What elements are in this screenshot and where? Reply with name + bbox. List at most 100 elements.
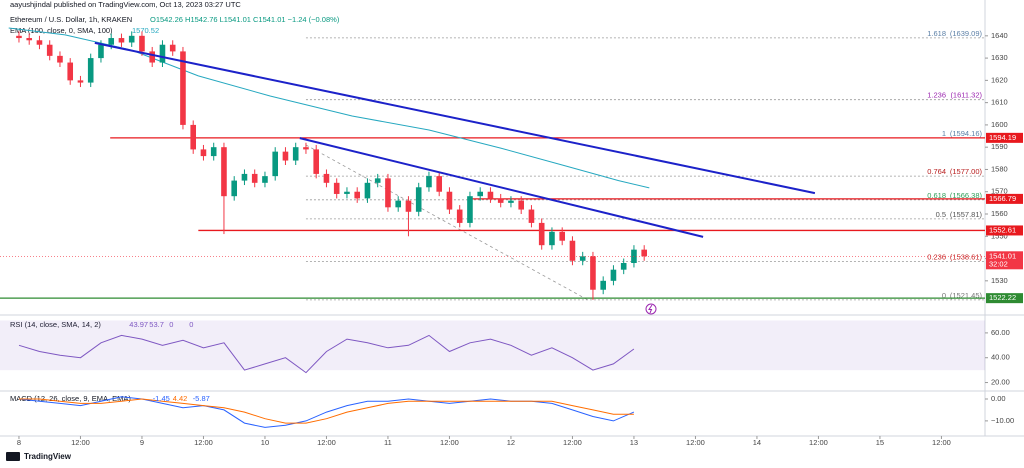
fib-price: (1577.00) xyxy=(950,167,983,176)
candle-body xyxy=(159,44,166,63)
event-icon-bolt xyxy=(648,304,653,314)
candle-body xyxy=(272,151,279,177)
candle-body xyxy=(395,200,402,208)
indicator-readout: 53.7 xyxy=(149,320,164,329)
indicator-readout: 0 xyxy=(169,320,173,329)
candle-body xyxy=(323,173,330,183)
event-icon[interactable] xyxy=(645,303,657,315)
level-badge-label: 1566.79 xyxy=(989,194,1016,203)
x-tick-label: 11 xyxy=(384,438,392,447)
fib-ratio: 0.764 xyxy=(927,167,946,176)
candle-body xyxy=(108,38,115,45)
ema-legend: EMA (100, close, 0, SMA, 100) xyxy=(10,26,113,35)
fib-price: (1639.09) xyxy=(950,29,983,38)
y-tick-label: 1580 xyxy=(991,164,1008,173)
y-tick-label: 40.00 xyxy=(991,353,1010,362)
indicator-line xyxy=(19,398,634,424)
candle-body xyxy=(303,147,309,150)
indicator-readout: 0 xyxy=(189,320,193,329)
candle-body xyxy=(46,44,53,56)
candle-body xyxy=(87,58,94,83)
candle-body xyxy=(364,182,371,199)
fib-ratio: 0.236 xyxy=(927,253,946,262)
candle-body xyxy=(241,173,248,181)
last-price-badge xyxy=(986,251,1023,270)
symbol-title: Ethereum / U.S. Dollar, 1h, KRAKEN xyxy=(10,15,132,24)
level-badge xyxy=(986,225,1023,236)
candle-body xyxy=(385,178,391,208)
x-tick-label: 13 xyxy=(630,438,638,447)
candle-body xyxy=(579,256,586,261)
candle-body xyxy=(405,200,412,212)
countdown: 32:02 xyxy=(989,259,1008,268)
x-tick-label: 12:00 xyxy=(809,438,828,447)
ohlc-readout: O1542.26 H1542.76 L1541.01 C1541.01 −1.2… xyxy=(150,15,340,24)
fib-ratio: 1 xyxy=(942,129,946,138)
candle-body xyxy=(57,55,63,63)
fib-ratio: 0 xyxy=(942,291,946,300)
y-tick-label: 0.00 xyxy=(991,394,1006,403)
indicator-readout: 4.42 xyxy=(173,394,188,403)
ema-readout: 1570.52 xyxy=(132,26,159,35)
x-tick-label: 14 xyxy=(753,438,761,447)
candle-body xyxy=(262,176,268,183)
candle-body xyxy=(569,240,576,261)
candle-body xyxy=(456,209,463,223)
candle-body xyxy=(610,269,617,281)
candle-body xyxy=(436,176,443,192)
level-badge-label: 1522.22 xyxy=(989,293,1016,302)
candle-body xyxy=(251,173,258,183)
indicator-readout: -1.45 xyxy=(153,394,170,403)
candle-body xyxy=(16,35,22,39)
y-tick-label: 20.00 xyxy=(991,378,1010,387)
candle-body xyxy=(190,124,197,150)
y-tick-label: 1560 xyxy=(991,209,1008,218)
fib-price: (1538.61) xyxy=(950,253,983,262)
fib-price: (1566.38) xyxy=(950,191,983,200)
brand-logo xyxy=(6,452,20,461)
candle-body xyxy=(344,191,350,194)
rsi-title: RSI (14, close, SMA, 14, 2) xyxy=(10,320,101,329)
candle-body xyxy=(169,44,176,52)
candle-body xyxy=(77,80,84,83)
x-tick-label: 12 xyxy=(507,438,515,447)
candle-body xyxy=(149,51,156,63)
y-tick-label: 1550 xyxy=(991,231,1008,240)
last-price-label: 1541.01 xyxy=(989,251,1016,260)
candle-body xyxy=(641,249,647,257)
fib-price: (1594.16) xyxy=(950,129,983,138)
candle-body xyxy=(508,200,514,203)
x-tick-label: 9 xyxy=(140,438,144,447)
y-tick-label: 1590 xyxy=(991,142,1008,151)
x-tick-label: 12:00 xyxy=(71,438,90,447)
candle-body xyxy=(36,40,43,45)
candle-body xyxy=(180,51,186,125)
candle-body xyxy=(518,200,524,210)
indicator-readout: 43.97 xyxy=(129,320,148,329)
publisher: aayushjindal published on TradingView.co… xyxy=(10,0,241,9)
candle-body xyxy=(139,35,145,52)
y-tick-label: 60.00 xyxy=(991,328,1010,337)
level-badge xyxy=(986,193,1023,204)
y-tick-label: 1570 xyxy=(991,187,1008,196)
x-tick-label: 12:00 xyxy=(686,438,705,447)
candle-body xyxy=(210,147,217,157)
candle-body xyxy=(26,38,33,41)
y-tick-label: 1530 xyxy=(991,276,1008,285)
candle-body xyxy=(292,147,299,161)
y-tick-label: −10.00 xyxy=(991,416,1014,425)
brand: TradingView xyxy=(24,452,72,461)
candle-body xyxy=(487,191,494,199)
x-tick-label: 12:00 xyxy=(440,438,459,447)
candle-body xyxy=(446,191,453,210)
level-badge-label: 1552.61 xyxy=(989,225,1016,234)
candle-body xyxy=(282,151,289,161)
fib-price: (1611.32) xyxy=(950,91,982,100)
candle-body xyxy=(538,222,545,246)
y-tick-label: 1640 xyxy=(991,31,1008,40)
candle-body xyxy=(467,196,473,223)
candle-body xyxy=(231,180,238,197)
level-badge xyxy=(986,293,1023,304)
candle-body xyxy=(426,176,432,188)
